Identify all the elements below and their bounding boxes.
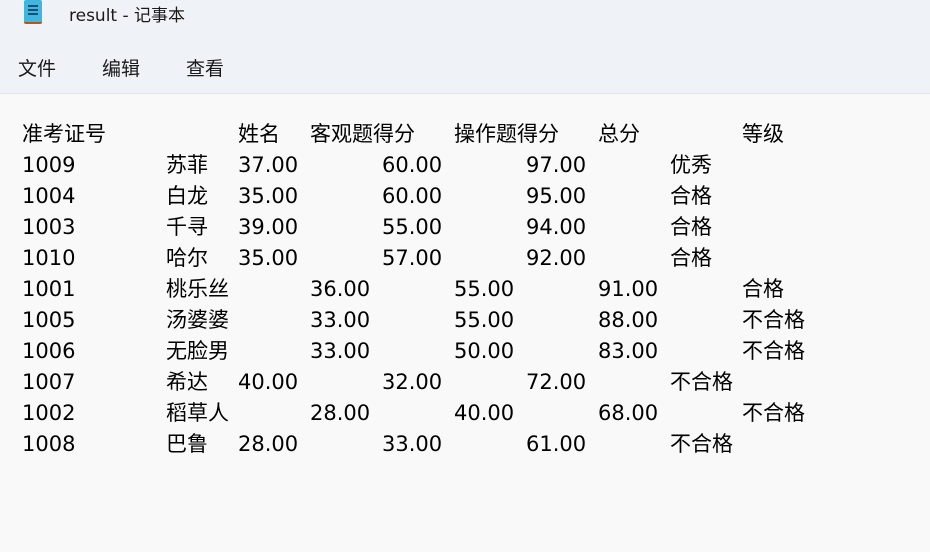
text-cell: 28.00: [238, 432, 299, 456]
menu-view[interactable]: 查看: [186, 58, 225, 80]
text-cell: 1006: [22, 339, 76, 363]
text-cell: 72.00: [526, 370, 587, 394]
title-bar: result - 记事本: [0, 0, 930, 36]
text-cell: 1010: [22, 246, 76, 270]
text-cell: 33.00: [310, 308, 371, 332]
text-cell: 不合格: [742, 401, 805, 425]
text-cell: 88.00: [598, 308, 659, 332]
text-cell: 合格: [670, 184, 712, 208]
text-cell: 1008: [22, 432, 76, 456]
text-cell: 不合格: [670, 432, 733, 456]
text-cell: 35.00: [238, 184, 299, 208]
text-cell: 合格: [742, 277, 784, 301]
text-cell: 无脸男: [166, 339, 229, 363]
text-cell: 60.00: [382, 153, 443, 177]
text-cell: 不合格: [742, 339, 805, 363]
text-cell: 操作题得分: [454, 122, 559, 146]
text-cell: 55.00: [382, 215, 443, 239]
notepad-icon: [24, 0, 42, 24]
text-cell: 不合格: [742, 308, 805, 332]
text-cell: 1001: [22, 277, 76, 301]
text-cell: 客观题得分: [310, 122, 415, 146]
text-cell: 32.00: [382, 370, 443, 394]
text-cell: 1007: [22, 370, 76, 394]
text-cell: 不合格: [670, 370, 733, 394]
text-cell: 1005: [22, 308, 76, 332]
text-cell: 55.00: [454, 308, 515, 332]
text-cell: 准考证号: [22, 122, 106, 146]
text-cell: 希达: [166, 370, 208, 394]
text-cell: 61.00: [526, 432, 587, 456]
text-cell: 千寻: [166, 215, 208, 239]
text-cell: 桃乐丝: [166, 277, 229, 301]
text-cell: 1009: [22, 153, 76, 177]
text-cell: 苏菲: [166, 153, 208, 177]
text-cell: 40.00: [238, 370, 299, 394]
text-cell: 83.00: [598, 339, 659, 363]
text-cell: 33.00: [382, 432, 443, 456]
text-cell: 97.00: [526, 153, 587, 177]
text-cell: 39.00: [238, 215, 299, 239]
text-cell: 33.00: [310, 339, 371, 363]
menu-edit[interactable]: 编辑: [102, 58, 141, 80]
text-cell: 总分: [598, 122, 640, 146]
text-cell: 50.00: [454, 339, 515, 363]
text-cell: 1004: [22, 184, 76, 208]
menu-bar: 文件 编辑 查看: [0, 36, 930, 94]
text-cell: 40.00: [454, 401, 515, 425]
text-cell: 36.00: [310, 277, 371, 301]
text-cell: 57.00: [382, 246, 443, 270]
text-cell: 等级: [742, 122, 784, 146]
text-cell: 28.00: [310, 401, 371, 425]
text-cell: 优秀: [670, 153, 712, 177]
text-cell: 55.00: [454, 277, 515, 301]
text-cell: 94.00: [526, 215, 587, 239]
text-cell: 合格: [670, 246, 712, 270]
text-cell: 哈尔: [166, 246, 208, 270]
text-cell: 1002: [22, 401, 76, 425]
text-cell: 35.00: [238, 246, 299, 270]
text-cell: 姓名: [238, 122, 280, 146]
text-cell: 稻草人: [166, 401, 229, 425]
text-cell: 68.00: [598, 401, 659, 425]
text-cell: 91.00: [598, 277, 659, 301]
text-cell: 60.00: [382, 184, 443, 208]
text-editor[interactable]: 准考证号 姓名 客观题得分 操作题得分 总分 等级 1009 苏菲 37.00 60.00 97.0…: [0, 94, 930, 552]
text-cell: 92.00: [526, 246, 587, 270]
window-title: result - 记事本: [69, 6, 186, 26]
text-cell: 合格: [670, 215, 712, 239]
text-cell: 巴鲁: [166, 432, 208, 456]
text-cell: 白龙: [166, 184, 208, 208]
text-cell: 37.00: [238, 153, 299, 177]
text-cell: 汤婆婆: [166, 308, 229, 332]
text-cell: 95.00: [526, 184, 587, 208]
text-cell: 1003: [22, 215, 76, 239]
menu-file[interactable]: 文件: [18, 58, 57, 80]
